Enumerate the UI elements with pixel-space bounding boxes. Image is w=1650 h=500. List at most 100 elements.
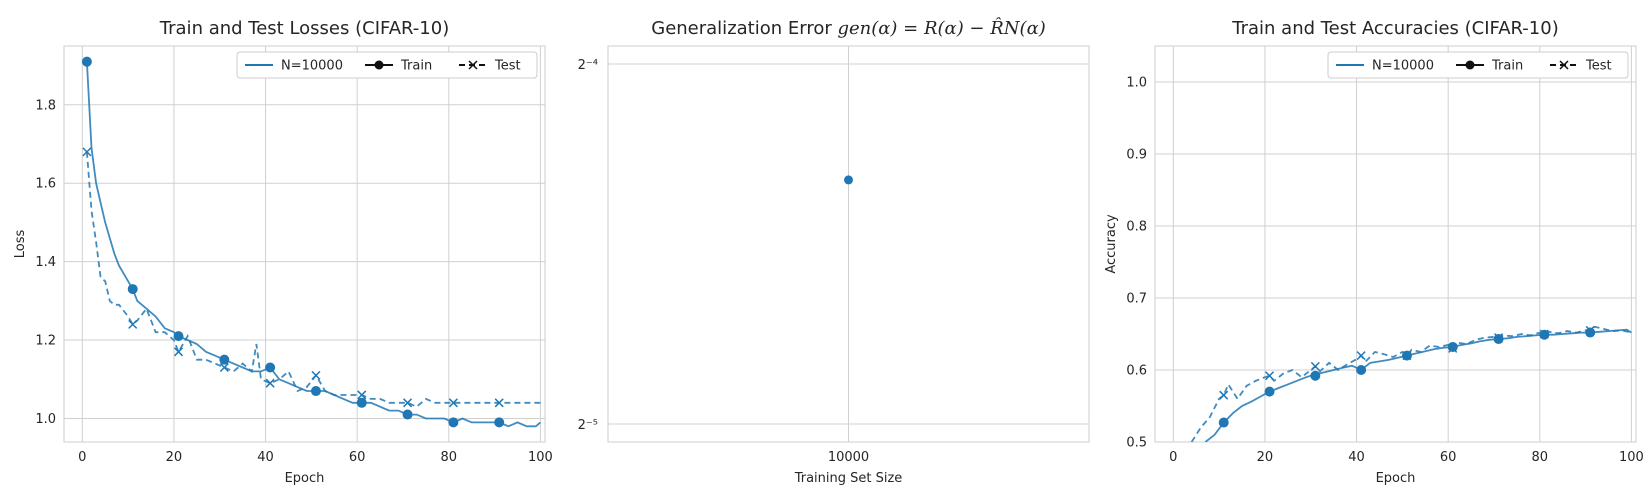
x-tick-label: 20 — [1257, 450, 1274, 465]
x-tick-label: 60 — [1440, 450, 1457, 465]
x-tick-label: 40 — [1348, 450, 1365, 465]
x-axis-label: Epoch — [1376, 471, 1416, 486]
legend-label: N=10000 — [1372, 59, 1434, 74]
x-axis-label: Epoch — [285, 471, 325, 486]
data-point-test — [1585, 325, 1595, 335]
y-tick-label: 2⁻⁴ — [578, 58, 598, 73]
axes-frame — [607, 45, 1090, 443]
data-point-test — [1448, 343, 1458, 353]
legend-label: Test — [1585, 59, 1612, 74]
y-tick-label: 1.4 — [35, 255, 56, 270]
data-point-test — [219, 362, 229, 373]
y-tick-label: 0.6 — [1126, 364, 1147, 379]
y-axis-label: Accuracy — [1104, 214, 1119, 274]
legend-marker-x — [1559, 60, 1569, 70]
data-point-train — [219, 354, 230, 365]
x-tick-label: 0 — [1169, 450, 1177, 465]
data-point-train — [1310, 370, 1321, 381]
legend-item: Test — [1550, 59, 1612, 74]
data-point-train — [1447, 341, 1458, 352]
legend-item: Train — [365, 59, 432, 74]
chart-title: Train and Test Losses (CIFAR-10) — [159, 18, 449, 39]
data-point-train — [310, 386, 321, 397]
series-line-train — [1204, 328, 1632, 442]
chart-panel-3: 0 20 40 60 80 100 0.5 0.6 0.7 0.8 0.9 1.0 Epoch Accur… — [1104, 18, 1644, 486]
data-point-train — [448, 417, 459, 428]
x-tick-label: 100 — [1619, 450, 1644, 465]
legend-item: N=10000 — [1336, 59, 1434, 74]
y-tick-label: 0.8 — [1126, 220, 1147, 235]
data-point-train — [173, 331, 184, 342]
data-point-train — [1264, 386, 1275, 397]
x-tick-label: 10000 — [828, 450, 869, 465]
data-point-test — [1356, 351, 1366, 361]
plot-area — [1190, 325, 1632, 442]
data-point-test — [1219, 390, 1229, 400]
legend-item: N=10000 — [245, 59, 343, 74]
data-point-test — [494, 398, 504, 408]
data-point-train — [1218, 417, 1229, 428]
chart-panel-2: 10000 2⁻⁴ 2⁻⁵ Training Set Size Generalizati… — [578, 17, 1090, 486]
x-tick-label: 80 — [1532, 450, 1549, 465]
legend-label: Train — [400, 59, 432, 74]
chart-title: Train and Test Accuracies (CIFAR-10) — [1231, 18, 1558, 39]
data-point-test — [403, 398, 413, 408]
y-axis-label: Loss — [13, 230, 28, 259]
x-tick-label: 0 — [78, 450, 86, 465]
data-point-test — [128, 319, 138, 329]
y-tick-label: 0.9 — [1126, 148, 1147, 163]
y-tick-label: 0.7 — [1126, 292, 1147, 307]
data-point-test — [1310, 361, 1320, 371]
legend-marker-circle — [1465, 60, 1475, 70]
y-tick-label: 1.0 — [1126, 76, 1147, 91]
plot-area — [81, 56, 541, 428]
x-tick-label: 60 — [349, 450, 366, 465]
x-tick-label: 20 — [166, 450, 183, 465]
axes-frame — [1154, 45, 1637, 443]
data-point-train — [356, 397, 367, 408]
data-point-test — [1539, 329, 1549, 339]
series-line-test — [1190, 325, 1632, 442]
data-point — [844, 175, 853, 185]
data-point-test — [173, 347, 184, 357]
y-tick-label: 1.6 — [35, 177, 56, 192]
title-formula: gen(α) = R(α) − R̂N(α) — [837, 17, 1045, 39]
data-point-test — [311, 370, 321, 380]
y-tick-label: 2⁻⁵ — [578, 418, 598, 433]
legend-marker-x — [468, 60, 478, 70]
data-point-test — [1264, 371, 1275, 381]
data-point-train — [81, 56, 92, 67]
x-tick-label: 100 — [528, 450, 553, 465]
chart-panel-1: 0 20 40 60 80 100 1.0 1.2 1.4 1.6 1.8 Epoch Loss Trai… — [13, 18, 553, 486]
legend-item: Test — [459, 59, 521, 74]
data-point-test — [357, 390, 367, 400]
data-point-test — [82, 147, 92, 157]
data-point-train — [265, 362, 276, 373]
data-point-test — [265, 378, 275, 388]
x-tick-label: 40 — [257, 450, 274, 465]
y-tick-label: 0.5 — [1126, 436, 1147, 451]
legend-label: Train — [1491, 59, 1523, 74]
legend-marker-circle — [374, 60, 384, 70]
data-point-test — [448, 398, 458, 408]
legend-label: Test — [494, 59, 521, 74]
legend-label: N=10000 — [281, 59, 343, 74]
data-point-train — [1356, 365, 1367, 375]
y-tick-label: 1.0 — [35, 412, 56, 427]
data-point-test — [1494, 333, 1504, 343]
x-axis-label: Training Set Size — [794, 471, 903, 486]
series-line-test — [86, 151, 541, 408]
data-point-train — [494, 417, 505, 428]
x-tick-label: 80 — [441, 450, 458, 465]
chart-title: Generalization Error gen(α) = R(α) − R̂N… — [651, 17, 1046, 39]
data-point-train — [127, 284, 138, 295]
y-tick-label: 1.2 — [35, 334, 56, 349]
data-point-test — [1402, 351, 1412, 361]
series-line-train — [86, 61, 541, 428]
title-text: Generalization Error — [651, 18, 837, 39]
data-point-train — [402, 409, 413, 420]
axes-frame — [63, 45, 546, 443]
legend-item: Train — [1456, 59, 1523, 74]
y-tick-label: 1.8 — [35, 98, 56, 113]
